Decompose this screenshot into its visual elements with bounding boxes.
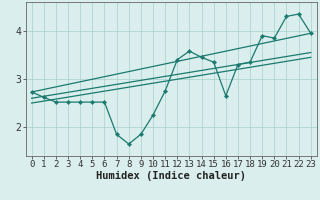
X-axis label: Humidex (Indice chaleur): Humidex (Indice chaleur) xyxy=(96,171,246,181)
